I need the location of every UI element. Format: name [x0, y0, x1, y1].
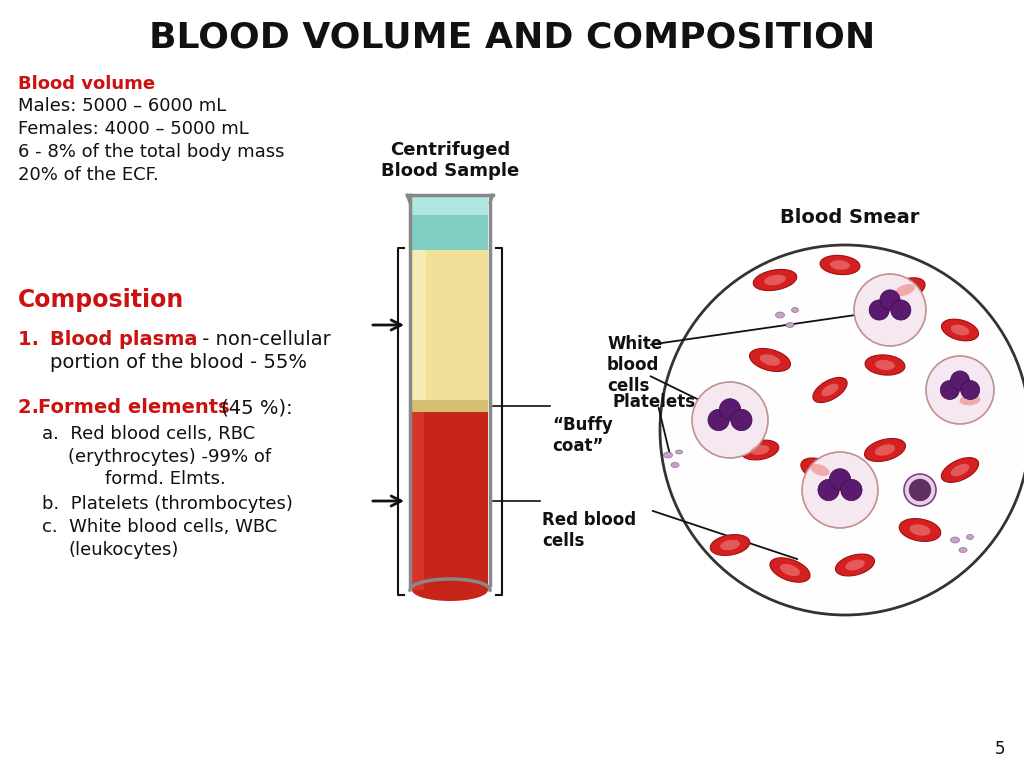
- Bar: [412, 250, 426, 400]
- Ellipse shape: [950, 464, 970, 476]
- Text: Red blood
cells: Red blood cells: [542, 511, 636, 550]
- Text: (erythrocytes) -99% of: (erythrocytes) -99% of: [68, 448, 271, 466]
- Ellipse shape: [865, 355, 905, 375]
- Ellipse shape: [821, 384, 839, 396]
- Ellipse shape: [959, 395, 980, 406]
- Ellipse shape: [899, 518, 941, 541]
- Ellipse shape: [820, 256, 860, 275]
- Ellipse shape: [676, 450, 683, 454]
- Ellipse shape: [950, 537, 959, 543]
- Text: 1.: 1.: [18, 330, 59, 349]
- Text: b.  Platelets (thrombocytes): b. Platelets (thrombocytes): [42, 495, 293, 513]
- Bar: [412, 412, 424, 590]
- Ellipse shape: [950, 325, 970, 336]
- Ellipse shape: [895, 284, 915, 296]
- Text: Platelets: Platelets: [613, 393, 696, 411]
- Text: Centrifuged
Blood Sample: Centrifuged Blood Sample: [381, 141, 519, 180]
- Ellipse shape: [876, 360, 895, 370]
- Ellipse shape: [412, 579, 488, 601]
- Text: Formed elements: Formed elements: [38, 398, 229, 417]
- Circle shape: [660, 245, 1024, 615]
- Ellipse shape: [949, 389, 991, 411]
- Ellipse shape: [754, 270, 797, 290]
- Circle shape: [950, 371, 970, 390]
- Ellipse shape: [711, 535, 750, 555]
- Ellipse shape: [792, 307, 799, 313]
- Circle shape: [692, 382, 768, 458]
- Text: c.  White blood cells, WBC: c. White blood cells, WBC: [42, 518, 278, 536]
- Text: BLOOD VOLUME AND COMPOSITION: BLOOD VOLUME AND COMPOSITION: [148, 21, 876, 55]
- Ellipse shape: [801, 458, 839, 482]
- Circle shape: [708, 409, 729, 431]
- Ellipse shape: [775, 312, 784, 318]
- Text: portion of the blood - 55%: portion of the blood - 55%: [50, 353, 307, 372]
- Bar: [412, 400, 488, 412]
- Text: (leukocytes): (leukocytes): [68, 541, 178, 559]
- Text: a.  Red blood cells, RBC: a. Red blood cells, RBC: [42, 425, 255, 443]
- Text: Blood volume: Blood volume: [18, 75, 155, 93]
- Text: formd. Elmts.: formd. Elmts.: [105, 470, 225, 488]
- Circle shape: [880, 290, 900, 310]
- Text: Composition: Composition: [18, 288, 184, 312]
- Ellipse shape: [760, 354, 780, 366]
- Ellipse shape: [764, 275, 785, 285]
- Text: 20% of the ECF.: 20% of the ECF.: [18, 166, 159, 184]
- Ellipse shape: [780, 564, 800, 576]
- Text: “Buffy
coat”: “Buffy coat”: [552, 416, 612, 455]
- Ellipse shape: [751, 445, 769, 455]
- Circle shape: [731, 409, 752, 431]
- Circle shape: [802, 452, 878, 528]
- Circle shape: [841, 479, 862, 501]
- Text: White
blood
cells: White blood cells: [607, 335, 663, 395]
- Text: - non-cellular: - non-cellular: [196, 330, 331, 349]
- Ellipse shape: [741, 440, 779, 460]
- Ellipse shape: [786, 323, 794, 327]
- Circle shape: [829, 468, 851, 490]
- Circle shape: [854, 274, 926, 346]
- Text: 6 - 8% of the total body mass: 6 - 8% of the total body mass: [18, 143, 285, 161]
- Ellipse shape: [874, 444, 895, 455]
- Circle shape: [926, 356, 994, 424]
- Bar: [412, 195, 488, 250]
- Ellipse shape: [864, 439, 905, 462]
- Circle shape: [869, 300, 889, 320]
- Ellipse shape: [909, 525, 931, 536]
- Ellipse shape: [810, 464, 829, 476]
- Circle shape: [940, 380, 959, 399]
- Bar: [410, 195, 490, 590]
- Circle shape: [904, 474, 936, 506]
- Ellipse shape: [967, 535, 974, 539]
- Text: Females: 4000 – 5000 mL: Females: 4000 – 5000 mL: [18, 120, 249, 138]
- Text: 5: 5: [994, 740, 1005, 758]
- Text: Blood plasma: Blood plasma: [50, 330, 198, 349]
- Text: 2.: 2.: [18, 398, 46, 417]
- Ellipse shape: [671, 462, 679, 468]
- Circle shape: [909, 478, 931, 502]
- Ellipse shape: [941, 319, 979, 341]
- Text: (45 %):: (45 %):: [215, 398, 293, 417]
- Circle shape: [961, 380, 980, 399]
- Ellipse shape: [845, 560, 864, 571]
- Circle shape: [818, 479, 840, 501]
- Bar: [412, 250, 488, 400]
- Ellipse shape: [720, 540, 740, 550]
- Ellipse shape: [959, 548, 967, 552]
- Ellipse shape: [813, 377, 847, 402]
- Ellipse shape: [941, 458, 979, 482]
- Ellipse shape: [770, 558, 810, 582]
- Bar: [412, 195, 488, 215]
- Ellipse shape: [836, 554, 874, 576]
- Bar: [412, 412, 488, 590]
- Circle shape: [719, 399, 740, 420]
- Ellipse shape: [750, 349, 791, 372]
- Ellipse shape: [664, 452, 673, 458]
- Circle shape: [891, 300, 911, 320]
- Text: Males: 5000 – 6000 mL: Males: 5000 – 6000 mL: [18, 97, 226, 115]
- Text: Blood Smear: Blood Smear: [780, 208, 920, 227]
- Ellipse shape: [830, 260, 850, 270]
- Ellipse shape: [885, 278, 925, 302]
